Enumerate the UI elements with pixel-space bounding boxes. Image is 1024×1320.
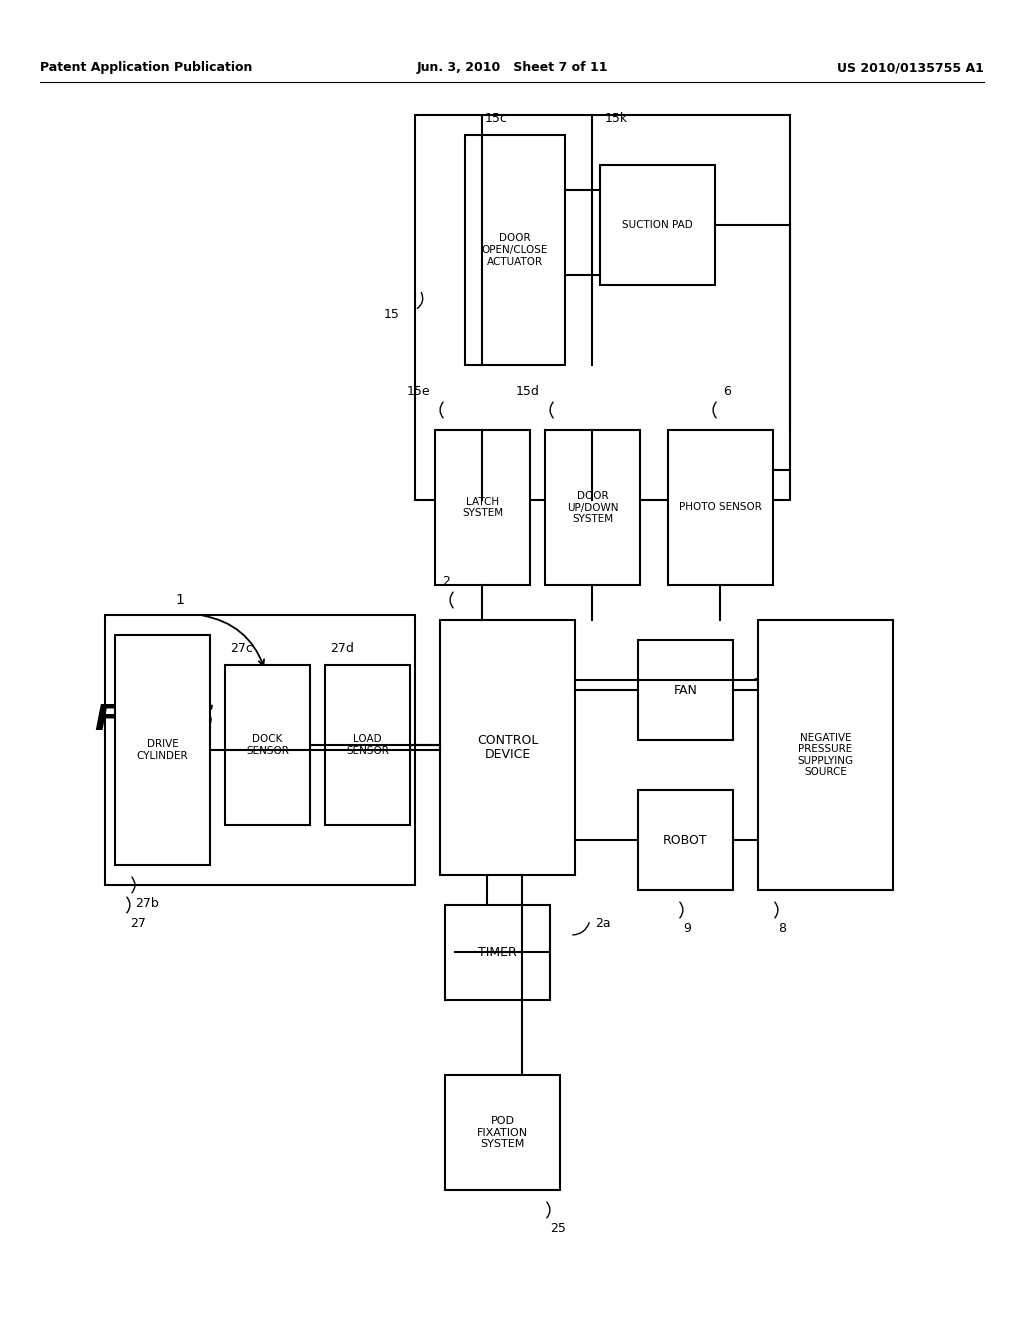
Text: PHOTO SENSOR: PHOTO SENSOR <box>679 503 762 512</box>
Text: 15d: 15d <box>516 385 540 399</box>
Text: US 2010/0135755 A1: US 2010/0135755 A1 <box>838 62 984 74</box>
Text: DOOR
OPEN/CLOSE
ACTUATOR: DOOR OPEN/CLOSE ACTUATOR <box>482 234 548 267</box>
Text: DOOR
UP/DOWN
SYSTEM: DOOR UP/DOWN SYSTEM <box>566 491 618 524</box>
Text: CONTROL
DEVICE: CONTROL DEVICE <box>477 734 539 762</box>
Bar <box>440 620 575 875</box>
Text: 6: 6 <box>723 385 731 399</box>
Text: SUCTION PAD: SUCTION PAD <box>623 220 693 230</box>
Text: 27d: 27d <box>330 642 354 655</box>
Bar <box>225 665 310 825</box>
Text: 7: 7 <box>773 663 781 675</box>
Bar <box>325 665 410 825</box>
Bar <box>668 430 773 585</box>
Text: 15e: 15e <box>407 385 430 399</box>
Text: FAN: FAN <box>674 684 697 697</box>
Text: 2: 2 <box>442 576 450 587</box>
Text: 27: 27 <box>130 917 145 931</box>
Text: 2a: 2a <box>595 917 610 931</box>
Text: FIG. 6: FIG. 6 <box>95 704 214 737</box>
Bar <box>445 906 550 1001</box>
Bar <box>545 430 640 585</box>
Bar <box>115 635 210 865</box>
Bar <box>435 430 530 585</box>
Bar <box>638 789 733 890</box>
Text: 15k: 15k <box>605 111 628 124</box>
Text: LATCH
SYSTEM: LATCH SYSTEM <box>462 496 503 519</box>
Text: 8: 8 <box>778 921 786 935</box>
Bar <box>638 640 733 741</box>
Bar <box>465 135 565 366</box>
Text: LOAD
SENSOR: LOAD SENSOR <box>346 734 389 756</box>
Bar <box>758 620 893 890</box>
Text: 15: 15 <box>384 309 400 322</box>
Text: 27c: 27c <box>230 642 253 655</box>
Text: NEGATIVE
PRESSURE
SUPPLYING
SOURCE: NEGATIVE PRESSURE SUPPLYING SOURCE <box>798 733 854 777</box>
Text: DOCK
SENSOR: DOCK SENSOR <box>246 734 289 756</box>
Text: 15c: 15c <box>485 111 508 124</box>
Text: POD
FIXATION
SYSTEM: POD FIXATION SYSTEM <box>477 1115 528 1150</box>
Text: ROBOT: ROBOT <box>664 833 708 846</box>
Text: 9: 9 <box>683 921 691 935</box>
Text: Patent Application Publication: Patent Application Publication <box>40 62 252 74</box>
Text: 1: 1 <box>175 593 184 607</box>
Text: Jun. 3, 2010   Sheet 7 of 11: Jun. 3, 2010 Sheet 7 of 11 <box>416 62 608 74</box>
Text: 27b: 27b <box>135 898 159 909</box>
Text: TIMER: TIMER <box>478 946 517 960</box>
Bar <box>600 165 715 285</box>
Bar <box>105 615 415 884</box>
Bar <box>415 115 790 500</box>
Text: DRIVE
CYLINDER: DRIVE CYLINDER <box>136 739 188 760</box>
Bar <box>445 1074 560 1191</box>
Text: 25: 25 <box>550 1222 566 1236</box>
